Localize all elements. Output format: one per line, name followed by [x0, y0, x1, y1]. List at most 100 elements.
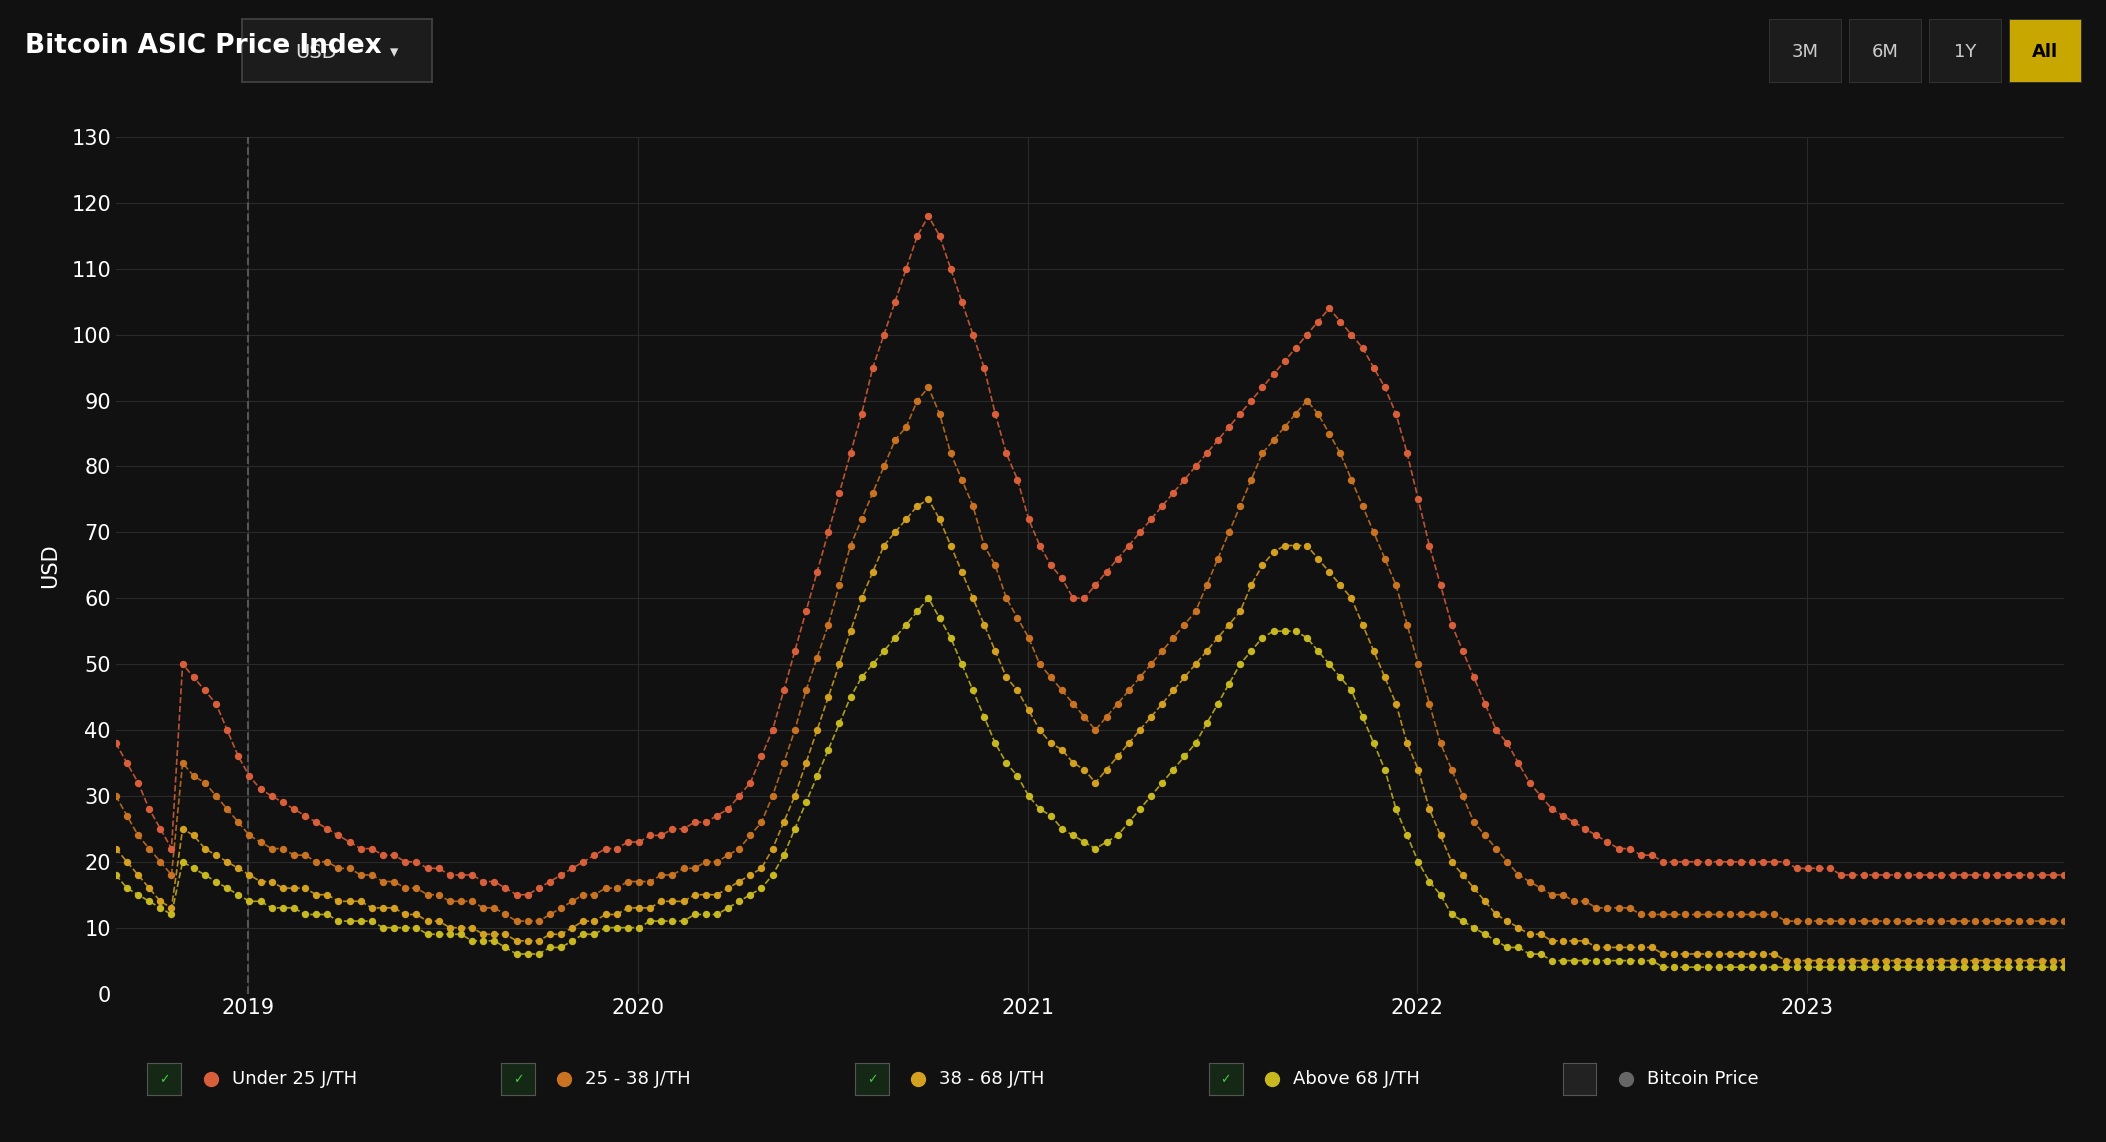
Point: [834, 444, 868, 463]
Point: [1213, 675, 1247, 693]
Point: [499, 912, 533, 931]
Point: [421, 925, 455, 943]
Point: [1691, 906, 1725, 924]
Point: [1078, 773, 1112, 791]
Point: [1902, 951, 1935, 970]
Point: [823, 656, 857, 674]
Point: [310, 906, 343, 924]
Point: [1268, 622, 1302, 641]
Point: [868, 537, 901, 555]
Point: [1502, 866, 1535, 884]
Point: [1803, 859, 1836, 877]
Point: [1580, 939, 1613, 957]
Point: [455, 932, 489, 950]
Point: [411, 859, 444, 877]
Text: ✓: ✓: [160, 1072, 168, 1086]
Point: [1434, 761, 1468, 779]
Point: [1312, 425, 1346, 443]
Point: [110, 853, 143, 871]
Point: [979, 734, 1013, 753]
Point: [777, 820, 811, 838]
Point: [489, 906, 522, 924]
Point: [746, 747, 779, 765]
Point: [543, 866, 577, 884]
Point: [946, 656, 979, 674]
Point: [1011, 510, 1045, 529]
Point: [1868, 958, 1902, 976]
Point: [166, 656, 200, 674]
Point: [411, 925, 444, 943]
Point: [1112, 813, 1146, 831]
Point: [434, 918, 468, 936]
Point: [543, 899, 577, 917]
Point: [1702, 853, 1735, 871]
Point: [110, 754, 143, 772]
Point: [465, 932, 499, 950]
Point: [1424, 576, 1457, 594]
Point: [1647, 958, 1681, 976]
Point: [611, 833, 644, 851]
Point: [1234, 471, 1268, 489]
Point: [1068, 761, 1101, 779]
Point: [845, 668, 878, 686]
Point: [733, 827, 767, 845]
Point: [1891, 958, 1925, 976]
Point: [1078, 721, 1112, 739]
Point: [1491, 912, 1525, 931]
Point: [1902, 958, 1935, 976]
Point: [99, 866, 133, 884]
Point: [1369, 378, 1403, 396]
Point: [1668, 958, 1702, 976]
Point: [1681, 944, 1714, 963]
Point: [777, 787, 811, 805]
Point: [278, 899, 312, 917]
Point: [122, 866, 156, 884]
Point: [2003, 912, 2037, 931]
Point: [366, 872, 400, 891]
Point: [567, 885, 600, 903]
Point: [1857, 958, 1891, 976]
Point: [512, 944, 545, 963]
Point: [154, 866, 187, 884]
Point: [790, 754, 823, 772]
Point: [1668, 853, 1702, 871]
Point: [689, 853, 722, 871]
Point: [634, 899, 668, 917]
Point: [1224, 497, 1257, 515]
Point: [577, 912, 611, 931]
Point: [265, 899, 299, 917]
Point: [956, 325, 990, 344]
Point: [946, 471, 979, 489]
Point: [699, 806, 733, 825]
Point: [166, 754, 200, 772]
Point: [356, 912, 390, 931]
Text: USD: USD: [295, 42, 337, 62]
Point: [1312, 299, 1346, 317]
Point: [1200, 549, 1234, 568]
Point: [655, 912, 689, 931]
Point: [1024, 537, 1057, 555]
Point: [1914, 951, 1948, 970]
Point: [1400, 490, 1434, 508]
Point: [1925, 866, 1959, 884]
Point: [1034, 556, 1068, 574]
Point: [1323, 444, 1356, 463]
Point: [1369, 549, 1403, 568]
Point: [1702, 958, 1735, 976]
Point: [1179, 656, 1213, 674]
Point: [1613, 839, 1647, 858]
Point: [1969, 912, 2003, 931]
Point: [889, 510, 922, 529]
Point: [1946, 912, 1980, 931]
Point: [512, 885, 545, 903]
Text: 6M: 6M: [1872, 43, 1898, 61]
Point: [901, 497, 935, 515]
Point: [421, 859, 455, 877]
Point: [1980, 951, 2013, 970]
Point: [855, 563, 889, 581]
Point: [2047, 958, 2081, 976]
Point: [663, 946, 697, 964]
Point: [1447, 866, 1481, 884]
Point: [767, 846, 800, 864]
Point: [1390, 827, 1424, 845]
